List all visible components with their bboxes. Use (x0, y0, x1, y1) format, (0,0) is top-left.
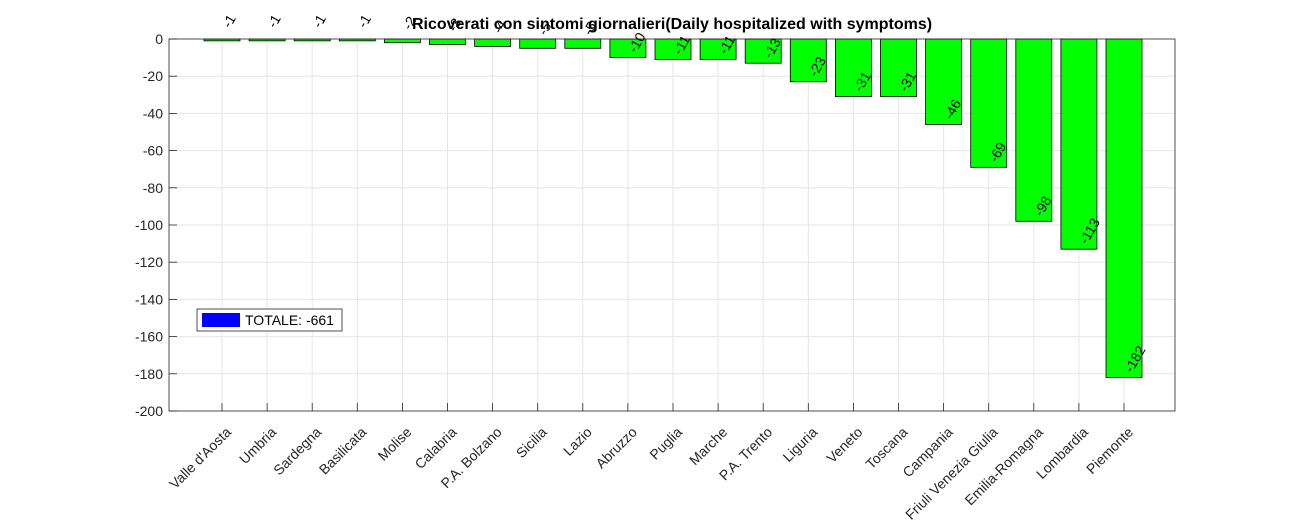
data-label: -1 (264, 11, 284, 30)
x-tick-label: Puglia (646, 424, 685, 463)
bar (519, 38, 557, 49)
bar (970, 38, 1008, 168)
y-tick-label: -120 (135, 254, 163, 270)
x-tick-label: Emilia-Romagna (961, 424, 1046, 509)
x-tick-label: Veneto (823, 424, 865, 466)
bar (925, 38, 962, 125)
bar (429, 38, 466, 45)
bar (789, 38, 827, 83)
bar (880, 38, 917, 98)
bar (1105, 38, 1143, 378)
chart-title: Ricoverati con sintomi giornalieri(Daily… (412, 16, 932, 33)
bars (203, 38, 1143, 378)
bar (1015, 38, 1053, 222)
y-tick-label: -140 (135, 291, 163, 307)
x-tick-label: Molise (375, 424, 415, 464)
y-axis: 0 -20 -40 -60 -80 -100 -120 -140 -160 -180 -200 (135, 31, 177, 419)
x-tick-label: Sardegna (270, 424, 324, 478)
data-label: -1 (219, 11, 239, 30)
x-tick-label: Sicilia (513, 424, 550, 461)
x-tick-label: Basilicata (316, 424, 370, 478)
y-tick-label: -20 (143, 68, 163, 84)
y-tick-label: -160 (135, 329, 163, 345)
bar (835, 38, 872, 98)
x-tick-label: Liguria (779, 424, 820, 465)
y-tick-label: -200 (135, 403, 163, 419)
bar (474, 38, 512, 47)
y-tick-label: 0 (155, 31, 163, 47)
x-tick-label: Lazio (560, 424, 595, 459)
y-tick-label: -180 (135, 366, 163, 382)
y-tick-label: -100 (135, 217, 163, 233)
legend: TOTALE: -661 (196, 308, 343, 332)
data-label: -1 (309, 11, 329, 30)
legend-label: TOTALE: -661 (245, 312, 334, 328)
bar (564, 38, 602, 49)
bar (744, 38, 782, 64)
x-tick-label: Valle d'Aosta (166, 424, 234, 492)
y-tick-label: -60 (143, 143, 163, 159)
legend-swatch (202, 313, 240, 327)
x-tick-label: Marche (686, 424, 730, 468)
bar (383, 38, 421, 44)
y-tick-label: -40 (143, 105, 163, 121)
x-tick-label: Abruzzo (592, 424, 640, 472)
bar (1060, 38, 1098, 250)
x-tick-label: Piemonte (1083, 424, 1136, 477)
x-tick-label: Umbria (236, 424, 279, 467)
y-tick-label: -80 (143, 180, 163, 196)
data-label: -1 (354, 11, 374, 30)
